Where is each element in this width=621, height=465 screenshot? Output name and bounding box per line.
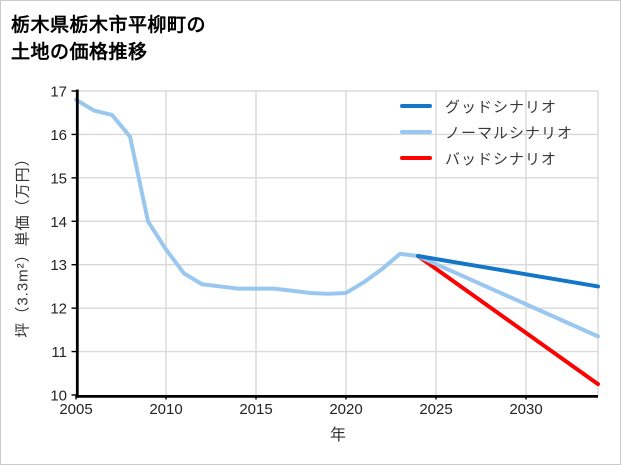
legend-swatch-bad	[400, 156, 432, 160]
bad-scenario-line	[416, 254, 600, 387]
x-tick-label: 2005	[59, 401, 92, 418]
x-tick-label: 2030	[509, 401, 542, 418]
x-axis-label: 年	[329, 427, 347, 444]
legend-label-good: グッドシナリオ	[445, 98, 558, 116]
y-tick-label: 17	[50, 84, 67, 101]
history-line	[74, 97, 420, 296]
y-tick-label: 10	[50, 388, 67, 405]
x-tick-label: 2015	[239, 401, 272, 418]
legend-item-good: グッドシナリオ	[400, 93, 573, 119]
y-tick-label: 14	[50, 214, 67, 231]
y-axis-label: 坪（3.3m²）単価（万円）	[14, 150, 32, 338]
y-tick-label: 15	[50, 170, 67, 187]
x-tick-label: 2010	[149, 401, 182, 418]
x-tick-label: 2020	[329, 401, 362, 418]
legend: グッドシナリオ ノーマルシナリオ バッドシナリオ	[400, 93, 573, 171]
chart-title-line1: 栃木県栃木市平柳町の	[11, 15, 207, 36]
y-tick-label: 16	[50, 127, 67, 144]
chart-title-line2: 土地の価格推移	[11, 42, 148, 63]
y-tick-label: 12	[50, 301, 67, 318]
legend-item-bad: バッドシナリオ	[400, 145, 573, 171]
legend-swatch-good	[400, 104, 432, 108]
legend-label-bad: バッドシナリオ	[445, 150, 558, 168]
legend-item-normal: ノーマルシナリオ	[400, 119, 573, 145]
y-tick-label: 13	[50, 257, 67, 274]
good-scenario-line	[416, 254, 600, 289]
legend-label-normal: ノーマルシナリオ	[445, 124, 574, 142]
legend-swatch-normal	[400, 130, 432, 134]
y-tick-label: 11	[51, 344, 67, 361]
chart-title: 栃木県栃木市平柳町の 土地の価格推移	[11, 12, 206, 66]
normal-scenario-line	[416, 254, 600, 339]
x-tick-label: 2025	[419, 401, 452, 418]
